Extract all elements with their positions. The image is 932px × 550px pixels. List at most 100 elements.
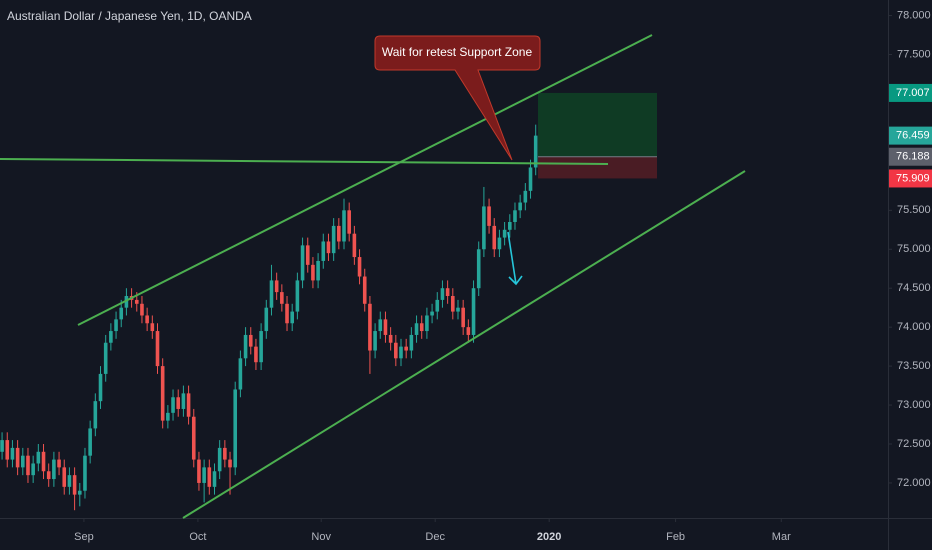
- candle-body: [191, 416, 196, 460]
- candle-body: [352, 233, 357, 258]
- y-tick-label: 73.000: [897, 399, 931, 411]
- candle-body: [523, 190, 528, 203]
- candle-body: [445, 288, 450, 296]
- candle-body: [83, 455, 87, 491]
- x-tick-label: Nov: [311, 531, 331, 543]
- candle-body: [269, 280, 274, 308]
- candle-body: [103, 342, 108, 374]
- candle-body: [502, 229, 507, 238]
- callout: [374, 35, 541, 161]
- candle-body: [295, 280, 300, 312]
- candle-body: [223, 447, 227, 460]
- candle-body: [311, 264, 315, 281]
- candle-body: [114, 319, 118, 332]
- y-tick-label: 75.000: [897, 243, 931, 255]
- candle-body: [326, 241, 331, 254]
- candle-body: [72, 475, 77, 495]
- candle-body: [383, 319, 388, 335]
- candle-body: [155, 331, 160, 367]
- candle-body: [399, 346, 403, 359]
- candle-body: [321, 241, 326, 261]
- profit-zone: [538, 92, 657, 157]
- y-tick-label: 74.500: [897, 282, 931, 294]
- candle-body: [368, 303, 372, 351]
- candle-body: [171, 397, 175, 413]
- candle-body: [419, 323, 424, 332]
- candle-body: [264, 307, 269, 332]
- y-tick-label: 72.000: [897, 477, 931, 489]
- candle-body: [202, 467, 206, 483]
- candle-body: [145, 315, 149, 324]
- support-line: [0, 158, 609, 165]
- candle-body: [254, 346, 258, 363]
- candle-body: [186, 393, 191, 417]
- plot-area: [0, 92, 657, 511]
- candle-body: [337, 225, 341, 242]
- candle-body: [140, 303, 144, 316]
- candle-body: [394, 342, 398, 359]
- candle-body: [362, 276, 367, 304]
- candle-body: [425, 315, 429, 332]
- candle-body: [160, 366, 165, 421]
- candle-body: [0, 440, 4, 452]
- candle-body: [409, 334, 414, 351]
- candle-body: [280, 292, 284, 304]
- candle-body: [305, 245, 310, 265]
- arrow: [507, 231, 523, 286]
- y-tick-label: 75.500: [897, 204, 931, 216]
- candle-body: [52, 459, 56, 480]
- candle-body: [513, 210, 517, 222]
- callout-text: Wait for retest Support Zone: [382, 45, 533, 59]
- y-tick-label: 74.000: [897, 321, 931, 333]
- candle-body: [507, 222, 512, 230]
- candle-body: [290, 311, 295, 324]
- candle-body: [212, 471, 217, 487]
- candle-body: [476, 249, 481, 289]
- candle-body: [378, 319, 383, 332]
- candle-body: [77, 490, 82, 495]
- candle-body: [285, 303, 289, 324]
- price-tag: [889, 147, 932, 166]
- candle-body: [57, 459, 61, 468]
- candle-body: [15, 447, 20, 468]
- candle-body: [233, 389, 238, 468]
- candle-body: [93, 401, 98, 429]
- candle-body: [492, 225, 497, 250]
- candle-body: [46, 471, 51, 480]
- price-tag-label: 76.459: [896, 130, 930, 142]
- candle-body: [207, 467, 212, 487]
- candle-body: [36, 451, 41, 464]
- candle-body: [62, 467, 67, 487]
- candle-body: [461, 307, 465, 328]
- candle-body: [243, 334, 248, 359]
- candle-body: [176, 397, 181, 409]
- candle-body: [166, 412, 170, 421]
- x-tick-label: 2020: [537, 531, 561, 543]
- candle-body: [41, 451, 46, 472]
- candle-body: [248, 334, 253, 347]
- candle-body: [150, 323, 155, 332]
- candle-body: [331, 225, 336, 254]
- loss-zone: [538, 156, 657, 179]
- candle-body: [197, 459, 201, 483]
- candle-body: [98, 373, 103, 402]
- x-tick-label: Sep: [74, 531, 94, 543]
- candle-body: [20, 455, 25, 468]
- price-tag: [889, 83, 932, 102]
- candle-body: [388, 334, 393, 343]
- candle-body: [31, 463, 35, 476]
- candle-body: [471, 288, 476, 335]
- candle-body: [414, 323, 419, 335]
- candle-body: [456, 307, 460, 312]
- candle-body: [482, 206, 486, 250]
- candle-body: [430, 311, 434, 316]
- candle-body: [404, 346, 408, 351]
- candle-body: [67, 475, 72, 487]
- x-tick-label: Feb: [666, 531, 685, 543]
- chart-title: Australian Dollar / Japanese Yen, 1D, OA…: [7, 9, 252, 23]
- candle-body: [528, 167, 533, 191]
- trend-line: [77, 34, 653, 326]
- price-tag-label: 77.007: [896, 87, 930, 99]
- candle-body: [10, 447, 15, 460]
